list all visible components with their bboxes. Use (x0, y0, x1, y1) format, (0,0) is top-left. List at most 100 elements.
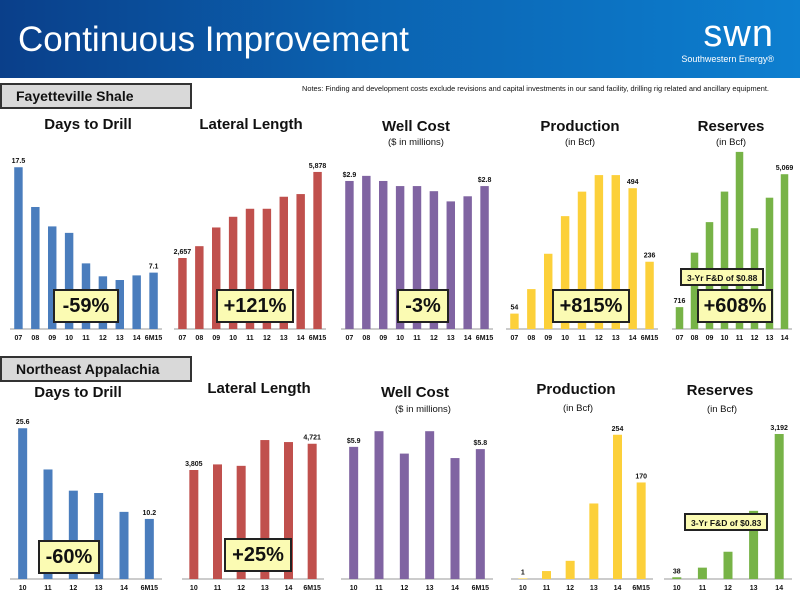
ne-reserves-chart: 10 38 11 12 13 14 3,192 (664, 425, 792, 592)
bar-11 (412, 186, 422, 329)
bar-14 (119, 511, 129, 579)
bar-08 (31, 206, 40, 329)
x-tick-label: 07 (511, 335, 519, 342)
bar-08 (690, 252, 699, 329)
data-label: 254 (612, 426, 624, 433)
data-label: 38 (673, 568, 681, 575)
x-tick-label: 11 (413, 335, 421, 342)
bar-6M15 (475, 449, 485, 579)
data-label: 170 (635, 473, 647, 480)
callout-fay-production-change: +815% (552, 289, 630, 323)
callout-fay-wellcost-change: -3% (397, 289, 449, 323)
bar-13 (446, 201, 455, 329)
bar-14 (774, 433, 784, 579)
x-tick-label: 6M15 (472, 585, 490, 592)
x-tick-label: 14 (120, 585, 128, 592)
ne-well-cost-chart: 10 $5.9 11 12 13 14 6M15 $5.8 (341, 431, 493, 592)
bar-13 (589, 503, 599, 579)
x-tick-label: 6M15 (632, 585, 650, 592)
x-tick-label: 13 (426, 585, 434, 592)
callout-ne-lateral-change: +25% (224, 538, 292, 572)
bar-12 (594, 175, 604, 329)
bar-13 (260, 440, 270, 579)
bar-07 (675, 307, 684, 329)
bar-10 (228, 216, 238, 329)
x-tick-label: 14 (781, 335, 789, 342)
x-tick-label: 09 (379, 335, 387, 342)
x-tick-label: 13 (280, 335, 288, 342)
x-tick-label: 14 (775, 585, 783, 592)
data-label: 2,657 (174, 249, 192, 256)
x-tick-label: 11 (44, 585, 52, 592)
x-tick-label: 07 (15, 335, 23, 342)
x-tick-label: 11 (214, 585, 222, 592)
bar-11 (245, 208, 255, 329)
data-label: 25.6 (16, 419, 30, 426)
fay-lateral-length-chart: 07 2,657 08 09 10 11 12 13 14 6M15 5,878 (174, 163, 327, 342)
x-tick-label: 14 (285, 585, 293, 592)
x-tick-label: 10 (65, 335, 73, 342)
bar-6M15 (645, 261, 654, 329)
callout-ne-days-change: -60% (38, 540, 100, 574)
data-label: 3,805 (185, 461, 203, 468)
bar-12 (723, 551, 733, 579)
chart-subtitle-ne-production: (in Bcf) (562, 403, 594, 414)
bar-10 (349, 446, 359, 579)
x-tick-label: 6M15 (641, 335, 659, 342)
bar-07 (178, 258, 187, 329)
bar-14 (132, 275, 141, 329)
bar-11 (374, 431, 384, 579)
x-tick-label: 11 (543, 585, 551, 592)
x-tick-label: 10 (229, 335, 237, 342)
bar-14 (296, 194, 305, 329)
bar-13 (94, 493, 104, 579)
bar-13 (115, 280, 124, 329)
x-tick-label: 12 (400, 585, 408, 592)
x-tick-label: 09 (212, 335, 220, 342)
chart-title-fay-production: Production (540, 118, 620, 135)
x-tick-label: 11 (375, 585, 383, 592)
x-tick-label: 07 (179, 335, 187, 342)
bar-11 (697, 567, 707, 579)
chart-title-ne-production: Production (536, 381, 616, 398)
x-tick-label: 12 (724, 585, 732, 592)
bar-12 (429, 191, 439, 329)
bar-14 (284, 442, 293, 579)
bar-12 (236, 465, 246, 579)
company-logo: swn Southwestern Energy® (681, 15, 774, 64)
chart-title-fay-wellcost: Well Cost (381, 118, 451, 135)
chart-title-ne-days: Days to Drill (34, 384, 122, 401)
x-tick-label: 14 (629, 335, 637, 342)
bar-11 (577, 191, 587, 329)
x-tick-label: 13 (612, 335, 620, 342)
bar-13 (279, 196, 288, 329)
data-label: $2.9 (343, 172, 357, 179)
x-tick-label: 10 (19, 585, 27, 592)
logo-subtext: Southwestern Energy® (681, 54, 774, 64)
chart-subtitle-ne-reserves: (in Bcf) (706, 404, 738, 415)
data-label: 4,721 (303, 435, 321, 442)
bar-11 (213, 464, 222, 579)
bar-10 (18, 428, 28, 579)
x-tick-label: 11 (246, 335, 254, 342)
bar-14 (463, 196, 472, 329)
x-tick-label: 10 (519, 585, 527, 592)
data-label: 716 (674, 298, 686, 305)
ne-days-to-drill-chart: 10 25.6 11 12 13 14 6M15 10.2 (10, 419, 162, 592)
fay-production-chart: 07 54 08 09 10 11 12 13 14 494 6M15 236 (506, 175, 659, 342)
header-banner: Continuous Improvement swn Southwestern … (0, 0, 800, 78)
x-tick-label: 08 (691, 335, 699, 342)
x-tick-label: 09 (544, 335, 552, 342)
bar-11 (43, 469, 53, 579)
bar-6M15 (636, 482, 646, 579)
ne-lateral-length-chart: 10 3,805 11 12 13 14 6M15 4,721 (182, 435, 324, 592)
data-label: 236 (644, 253, 656, 260)
x-tick-label: 10 (561, 335, 569, 342)
x-tick-label: 13 (116, 335, 124, 342)
bar-09 (379, 180, 388, 329)
section-label-northeast: Northeast Appalachia (0, 356, 192, 382)
x-tick-label: 6M15 (309, 335, 327, 342)
bar-09 (48, 226, 57, 329)
bar-6M15 (307, 443, 317, 579)
